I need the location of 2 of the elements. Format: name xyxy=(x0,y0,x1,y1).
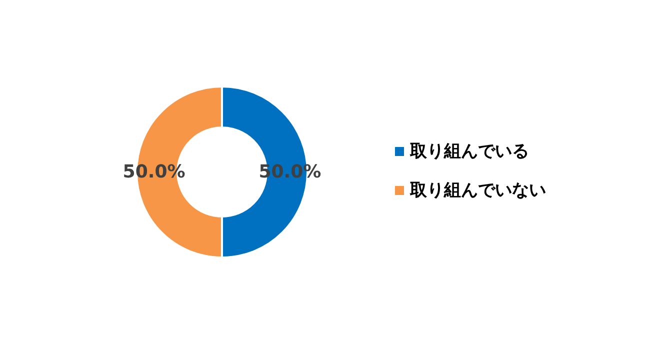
legend-label: 取り組んでいない xyxy=(409,180,546,200)
legend-label: 取り組んでいる xyxy=(409,142,529,162)
